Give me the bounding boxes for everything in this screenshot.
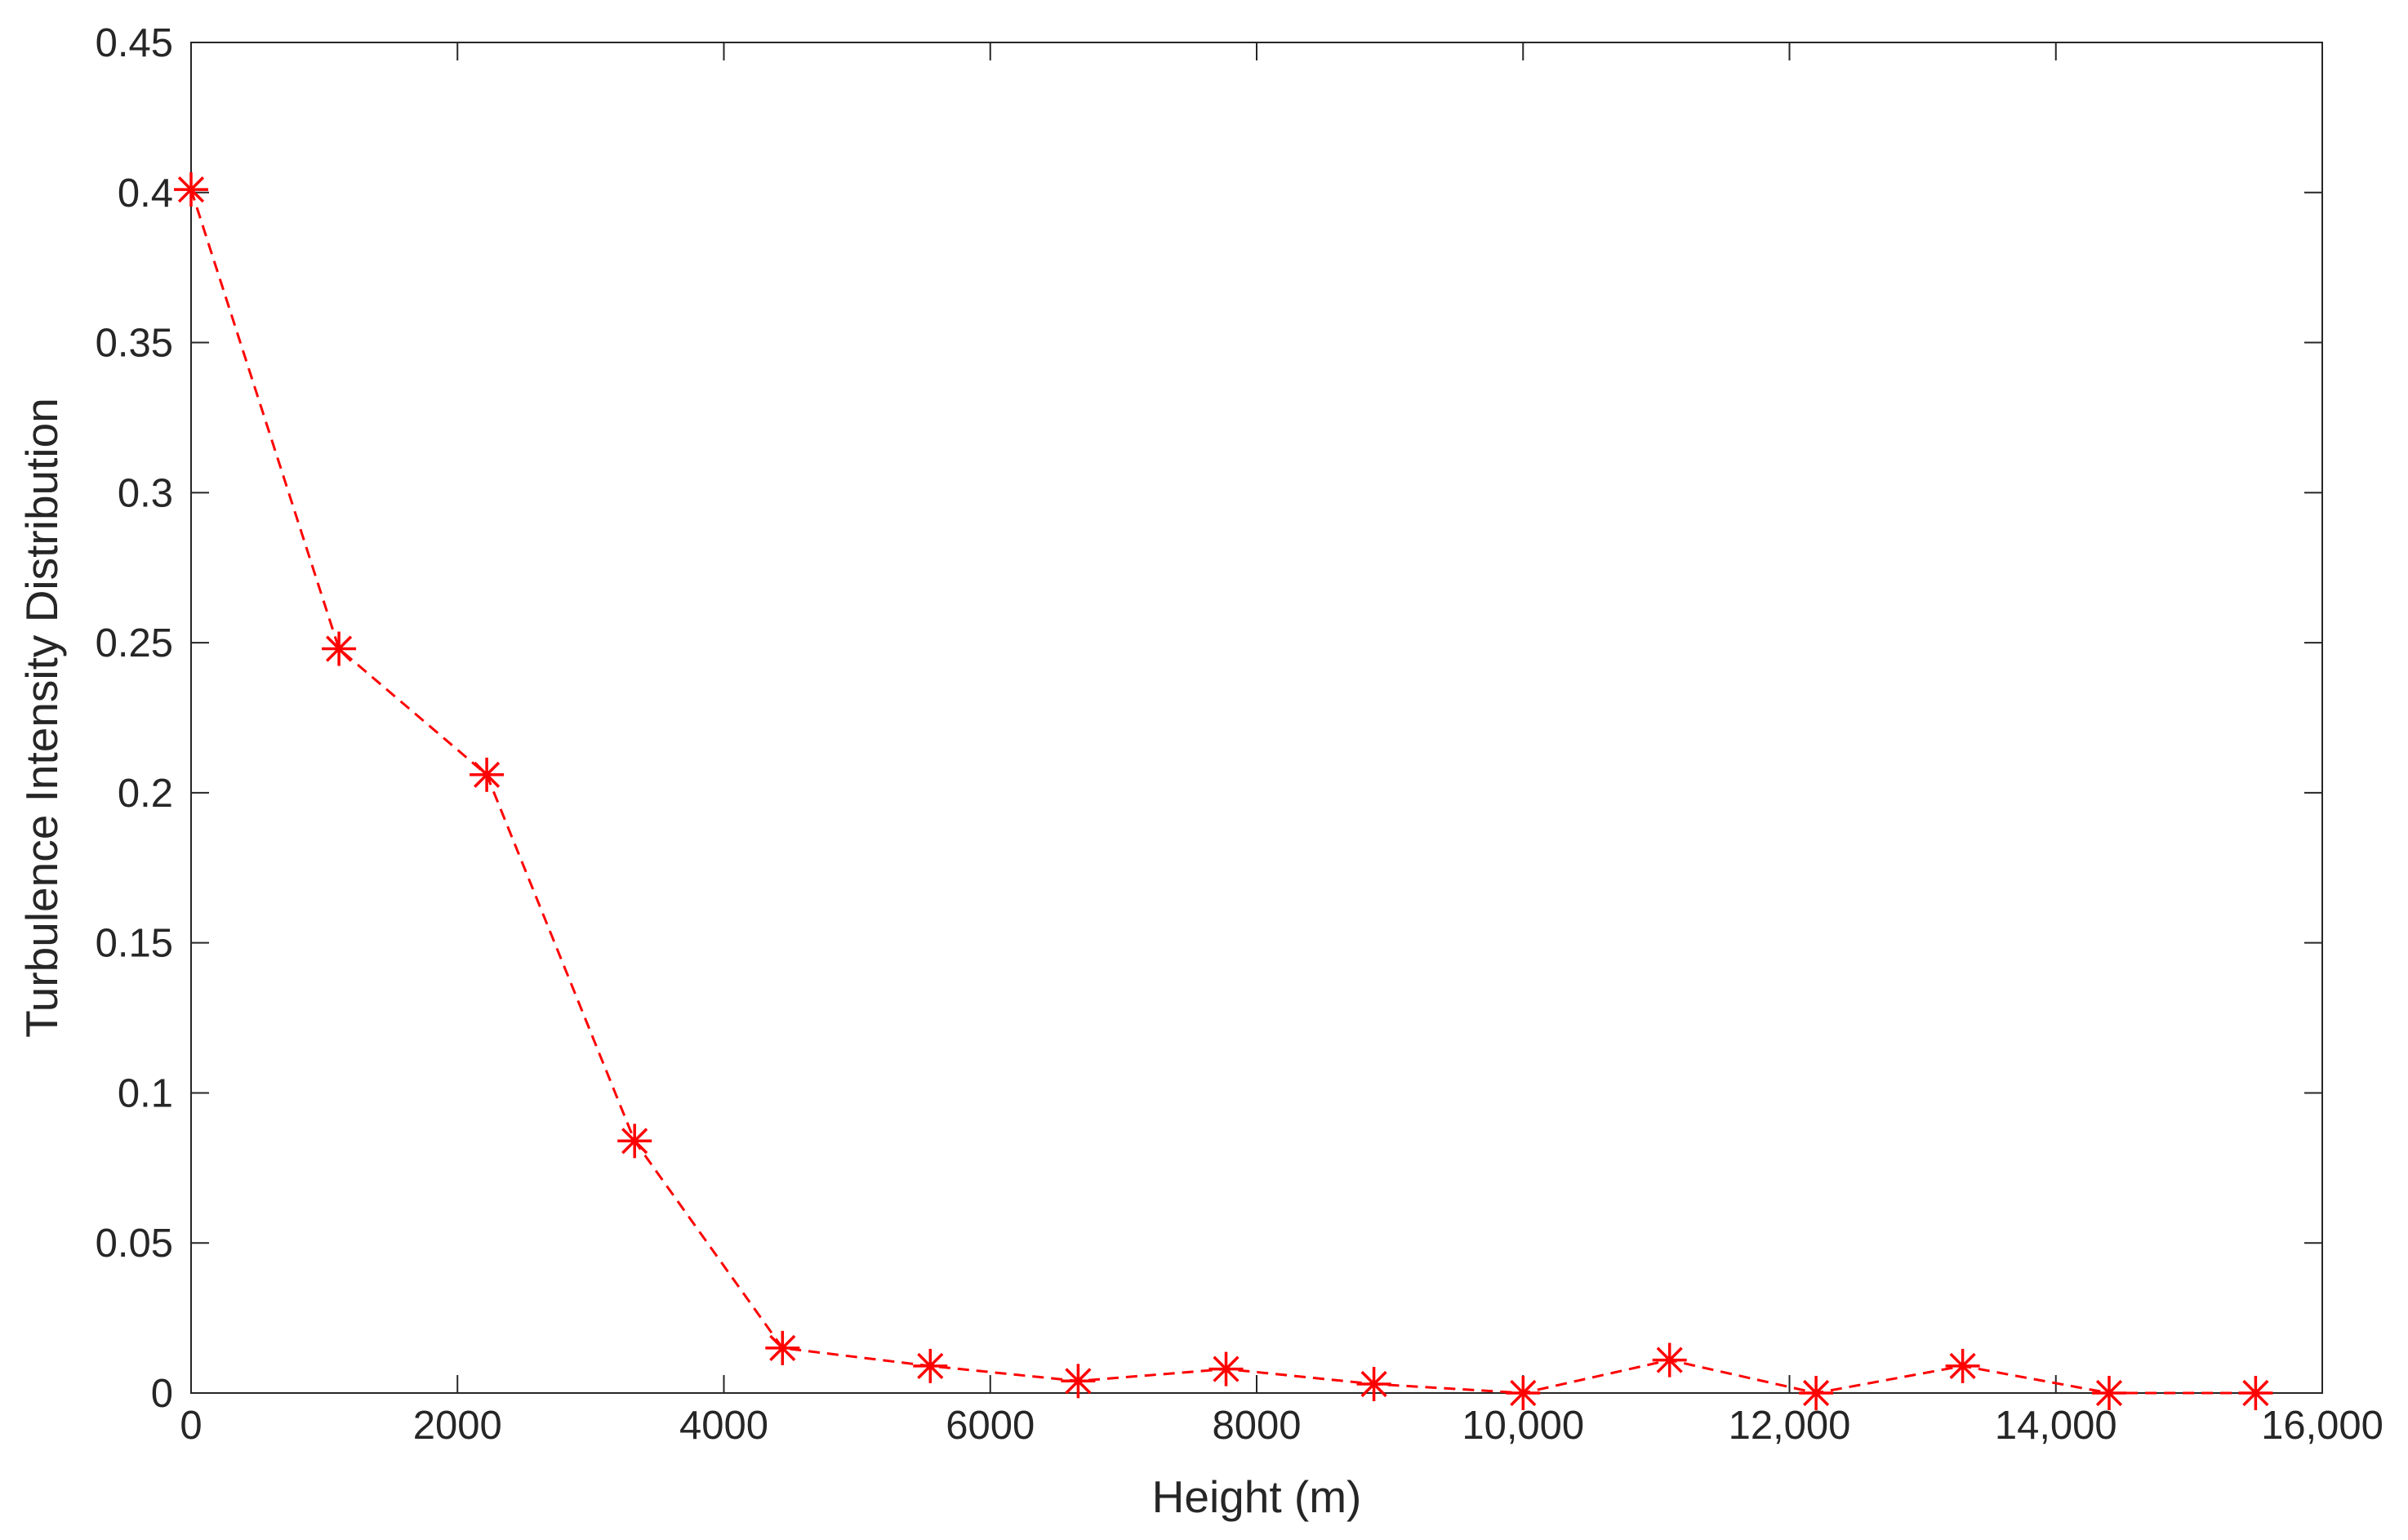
- y-tick-label: 0.15: [96, 922, 173, 966]
- data-point-marker: [470, 757, 505, 792]
- x-tick-label: 16,000: [2261, 1404, 2384, 1448]
- x-tick-label: 10,000: [1462, 1404, 1584, 1448]
- data-point-marker: [1061, 1364, 1096, 1399]
- data-point-marker: [1652, 1342, 1687, 1378]
- x-tick-label: 8000: [1212, 1404, 1301, 1448]
- x-tick-label: 0: [180, 1404, 202, 1448]
- x-tick-label: 2000: [413, 1404, 502, 1448]
- data-point-marker: [1506, 1376, 1541, 1410]
- y-tick-label: 0: [151, 1372, 173, 1416]
- plot-frame: [190, 42, 2323, 1394]
- data-point-marker: [1356, 1367, 1391, 1401]
- y-tick-label: 0.1: [118, 1071, 173, 1115]
- y-tick-label: 0.2: [118, 772, 173, 816]
- data-point-marker: [1208, 1351, 1244, 1386]
- y-tick-label: 0.45: [96, 21, 173, 65]
- data-point-marker: [913, 1348, 948, 1383]
- y-tick-labels: 0 0.05 0.1 0.15 0.2 0.25 0.3 0.35 0.4 0.45: [96, 21, 173, 1416]
- y-tick-label: 0.35: [96, 322, 173, 366]
- x-tick-label: 14,000: [1995, 1404, 2117, 1448]
- series-line: [189, 189, 2256, 1395]
- data-point-marker: [765, 1330, 800, 1365]
- data-point-marker: [174, 172, 208, 207]
- x-axis-title: Height (m): [1152, 1471, 1362, 1522]
- x-tick-labels: 0 2000 4000 6000 8000 10,000 12,000 14,000 16,00…: [180, 1404, 2384, 1448]
- y-tick-label: 0.3: [118, 471, 173, 515]
- y-tick-label: 0.05: [96, 1222, 173, 1266]
- data-point-marker: [1945, 1348, 1980, 1383]
- data-point-marker: [617, 1124, 652, 1159]
- x-tick-label: 12,000: [1729, 1404, 1851, 1448]
- y-tick-label: 0.25: [96, 621, 173, 665]
- x-tick-label: 4000: [679, 1404, 768, 1448]
- x-tick-label: 6000: [946, 1404, 1035, 1448]
- data-point-marker: [2238, 1376, 2273, 1410]
- data-point-marker: [322, 631, 357, 666]
- data-point-marker: [1799, 1376, 1834, 1410]
- plot-border: [190, 42, 2323, 1394]
- y-axis-title: Turbulence Intensity Distribution: [16, 398, 67, 1038]
- axis-ticks: [190, 42, 2323, 1394]
- data-point-marker: [2092, 1376, 2126, 1410]
- y-tick-label: 0.4: [118, 171, 173, 216]
- series-layer: [174, 172, 2273, 1410]
